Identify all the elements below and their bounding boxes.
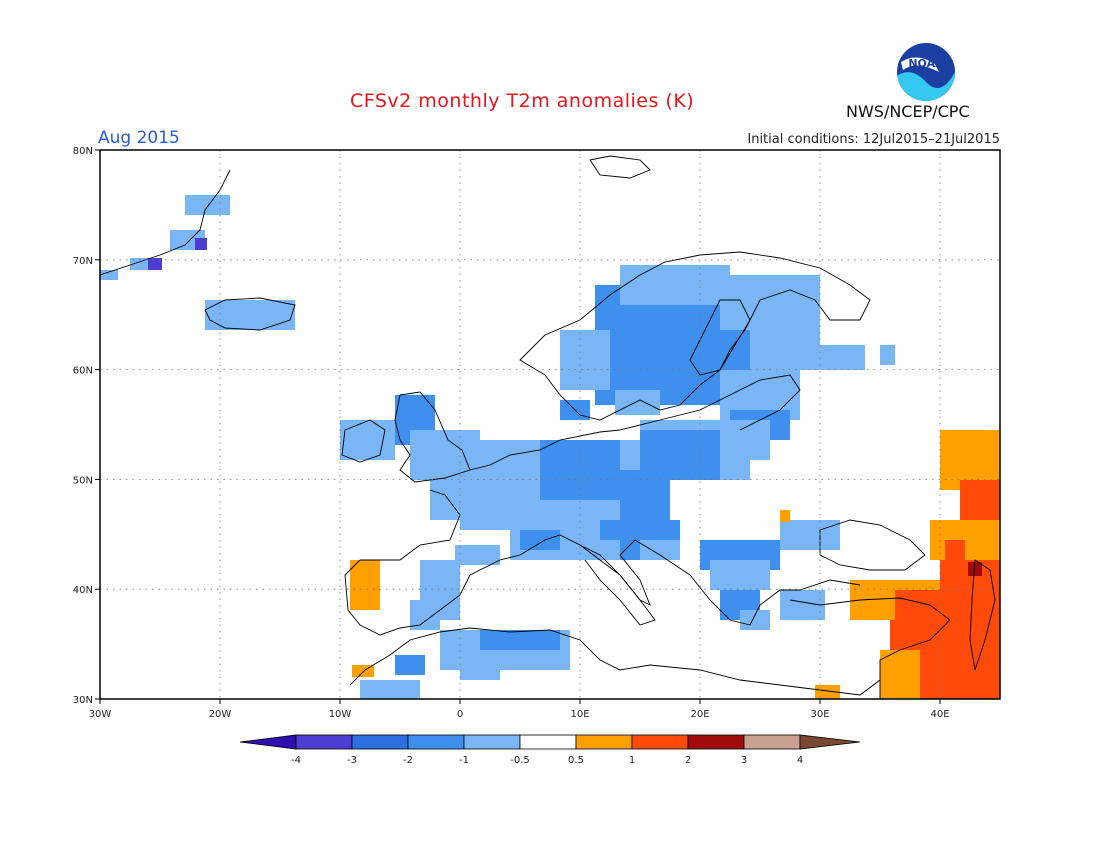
coastline <box>519 534 861 626</box>
anomaly-cell <box>740 610 770 630</box>
colorbar-swatch <box>519 734 577 750</box>
lon-label: 30E <box>810 709 829 720</box>
anomaly-cell <box>185 195 230 215</box>
anomaly-cell <box>960 480 1000 520</box>
colorbar-swatch <box>575 734 633 750</box>
colorbar-swatch <box>407 734 465 750</box>
coastline <box>819 519 926 571</box>
coastline <box>469 429 621 471</box>
coastline <box>394 391 471 483</box>
chart-title: CFSv2 monthly T2m anomalies (K) <box>350 90 695 112</box>
colorbar-tick-label: -3 <box>347 755 357 766</box>
colorbar-tick-label: 1 <box>629 755 635 766</box>
anomaly-cell <box>148 258 162 270</box>
coastline <box>349 627 881 696</box>
coastline <box>579 544 656 626</box>
anomaly-cell <box>945 540 965 560</box>
colorbar-tick-label: -4 <box>291 755 301 766</box>
colorbar-tick-label: 2 <box>685 755 691 766</box>
coastline <box>519 251 871 421</box>
coastline <box>341 419 386 463</box>
coastline <box>619 374 801 431</box>
svg-text:NOAA: NOAA <box>908 57 944 70</box>
colorbar-under-triangle <box>239 734 297 750</box>
colorbar-tick-label: -1 <box>459 755 469 766</box>
coastline <box>344 554 521 636</box>
initial-conditions-label: Initial conditions: 12Jul2015–21Jul2015 <box>747 132 1000 147</box>
lat-label: 80N <box>73 146 93 157</box>
lat-label: 40N <box>73 585 93 596</box>
anomaly-cell <box>780 520 840 550</box>
lon-label: 20E <box>690 709 709 720</box>
anomaly-cell <box>968 562 982 576</box>
anomaly-cell <box>340 420 395 460</box>
coastline <box>100 169 231 276</box>
coastline <box>589 155 651 179</box>
anomaly-cell <box>640 430 720 480</box>
anomaly-cell <box>195 238 207 250</box>
colorbar-swatch <box>351 734 409 750</box>
lat-label: 70N <box>73 256 93 267</box>
anomaly-cell <box>560 330 610 390</box>
anomaly-cell <box>395 655 425 675</box>
anomaly-cell <box>880 345 895 365</box>
anomaly-cell <box>100 270 118 280</box>
colorbar-swatch <box>687 734 745 750</box>
colorbar-tick-label: 4 <box>797 755 803 766</box>
anomaly-cell <box>205 300 295 330</box>
anomaly-cell <box>815 685 840 699</box>
anomaly-cell <box>700 330 750 370</box>
lon-label: 30W <box>89 709 112 720</box>
anomaly-cell <box>360 680 420 699</box>
anomaly-cell <box>410 430 480 480</box>
anomaly-cell <box>480 630 560 650</box>
anomaly-cell <box>780 510 790 522</box>
coastlines <box>100 155 996 699</box>
anomaly-cells <box>100 195 1000 699</box>
anomaly-cell <box>620 265 730 305</box>
colorbar-over-triangle <box>799 734 861 750</box>
coastline <box>969 559 996 671</box>
lat-label: 50N <box>73 475 93 486</box>
graticule <box>95 149 1000 704</box>
anomaly-cell <box>455 545 500 565</box>
anomaly-cell <box>640 540 680 560</box>
anomaly-cell <box>460 660 500 680</box>
lat-label: 30N <box>73 695 93 706</box>
forecast-month-label: Aug 2015 <box>98 128 180 148</box>
colorbar-tick-label: -2 <box>403 755 413 766</box>
colorbar-swatch <box>631 734 689 750</box>
coastline <box>689 299 751 376</box>
agency-label: NWS/NCEP/CPC <box>846 102 970 121</box>
longitude-labels: 30W 20W 10W 0 10E 20E 30E 40E <box>89 709 950 720</box>
latitude-labels: 80N 70N 60N 50N 40N 30N <box>73 146 93 706</box>
color-legend: -4 -3 -2 -1 -0.5 0.5 1 2 3 4 <box>239 734 861 766</box>
colorbar-tick-label: 0.5 <box>568 755 584 766</box>
anomaly-cell <box>410 600 440 630</box>
coastline <box>204 297 296 331</box>
colorbar-tick-label: 3 <box>741 755 747 766</box>
lat-label: 60N <box>73 366 93 377</box>
colorbar-swatch <box>743 734 801 750</box>
lon-label: 10E <box>570 709 589 720</box>
lon-label: 40E <box>930 709 949 720</box>
lon-label: 0 <box>457 709 463 720</box>
anomaly-cell <box>520 530 560 550</box>
coastline <box>360 489 461 561</box>
noaa-logo-icon: NOAA <box>897 43 955 101</box>
colorbar-swatch <box>295 734 353 750</box>
colorbar-tick-label: -0.5 <box>510 755 530 766</box>
lon-label: 10W <box>329 709 352 720</box>
anomaly-cell <box>615 390 660 415</box>
anomaly-cell <box>820 345 865 370</box>
anomaly-cell <box>710 560 770 590</box>
anomaly-cell <box>350 560 380 610</box>
colorbar-swatch <box>463 734 521 750</box>
lon-label: 20W <box>209 709 232 720</box>
anomaly-cell <box>880 650 920 699</box>
map-frame <box>99 149 1001 700</box>
